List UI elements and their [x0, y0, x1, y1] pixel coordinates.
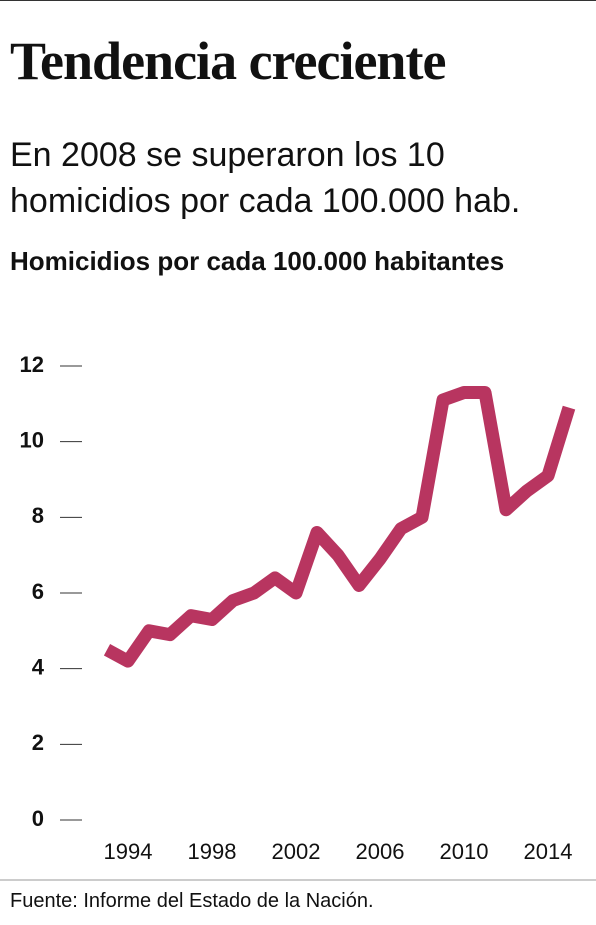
source: Fuente: Informe del Estado de la Nación.	[10, 890, 374, 912]
chart-title: Tendencia creciente	[10, 31, 446, 91]
y-tick-label: 4	[32, 654, 45, 679]
y-axis-label: Homicidios por cada 100.000 habitantes	[10, 246, 505, 276]
y-tick-label: 0	[32, 806, 44, 831]
y-tick-label: 6	[32, 579, 44, 604]
x-tick-label: 1998	[188, 839, 237, 864]
x-tick-label: 2014	[524, 839, 573, 864]
x-tick-label: 1994	[104, 839, 153, 864]
line	[103, 385, 576, 668]
x-tick-label: 2006	[356, 839, 405, 864]
chart-subtitle: En 2008 se superaron los 10 homicidios p…	[10, 136, 521, 220]
x-tick-label: 2002	[272, 839, 321, 864]
y-tick-label: 10	[20, 427, 44, 452]
x-tick-label: 2010	[440, 839, 489, 864]
y-tick-label: 8	[32, 503, 44, 528]
y-tick-label: 2	[32, 730, 44, 755]
y-tick-label: 12	[20, 352, 44, 377]
